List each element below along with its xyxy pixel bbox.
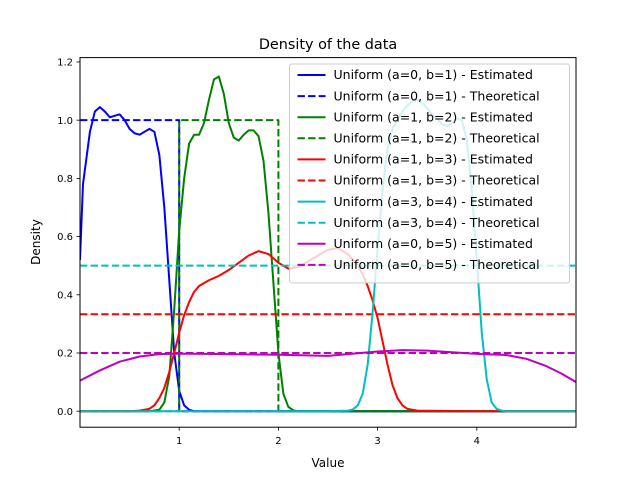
legend-label-uniform-a-0-b-5-estimated: Uniform (a=0, b=5) - Estimated (334, 236, 533, 251)
y-axis-ticks: 0.0 0.2 0.4 0.6 0.8 1.0 1.2 (57, 58, 80, 418)
y-tick-label: 0.2 (57, 349, 73, 360)
legend-label-uniform-a-3-b-4-estimated: Uniform (a=3, b=4) - Estimated (334, 194, 533, 209)
series-line-uniform-a-0-b-5-estimated (80, 349, 576, 383)
legend-label-uniform-a-1-b-2-estimated: Uniform (a=1, b=2) - Estimated (334, 109, 533, 124)
legend-label-uniform-a-0-b-1-estimated: Uniform (a=0, b=1) - Estimated (334, 67, 533, 82)
x-axis-label: Value (312, 456, 345, 470)
legend-label-uniform-a-1-b-2-theoretical: Uniform (a=1, b=2) - Theoretical (334, 131, 540, 146)
legend: Uniform (a=0, b=1) - Estimated Uniform (a… (289, 63, 570, 284)
y-axis-label: Density (29, 219, 43, 265)
plot-frame (79, 57, 577, 428)
y-tick-label: 1.0 (57, 116, 73, 127)
x-tick-label: 1 (176, 436, 182, 447)
series-line-uniform-a-1-b-3-estimated (80, 247, 576, 413)
legend-label-uniform-a-1-b-3-estimated: Uniform (a=1, b=3) - Estimated (334, 152, 533, 167)
y-tick-label: 0.0 (57, 407, 73, 418)
x-axis-ticks: 1 2 3 4 (176, 427, 480, 447)
legend-label-uniform-a-3-b-4-theoretical: Uniform (a=3, b=4) - Theoretical (334, 215, 540, 230)
legend-box (289, 63, 570, 284)
legend-label-uniform-a-0-b-1-theoretical: Uniform (a=0, b=1) - Theoretical (334, 88, 540, 103)
x-tick-label: 4 (474, 436, 480, 447)
x-tick-label: 2 (275, 436, 281, 447)
legend-label-uniform-a-1-b-3-theoretical: Uniform (a=1, b=3) - Theoretical (334, 173, 540, 188)
x-tick-label: 3 (374, 436, 380, 447)
y-tick-label: 0.8 (57, 174, 73, 185)
legend-label-uniform-a-0-b-5-theoretical: Uniform (a=0, b=5) - Theoretical (334, 257, 540, 272)
y-tick-label: 0.4 (57, 290, 73, 301)
chart-title: Density of the data (259, 37, 397, 53)
y-tick-label: 0.6 (57, 232, 73, 243)
y-tick-label: 1.2 (57, 58, 73, 69)
